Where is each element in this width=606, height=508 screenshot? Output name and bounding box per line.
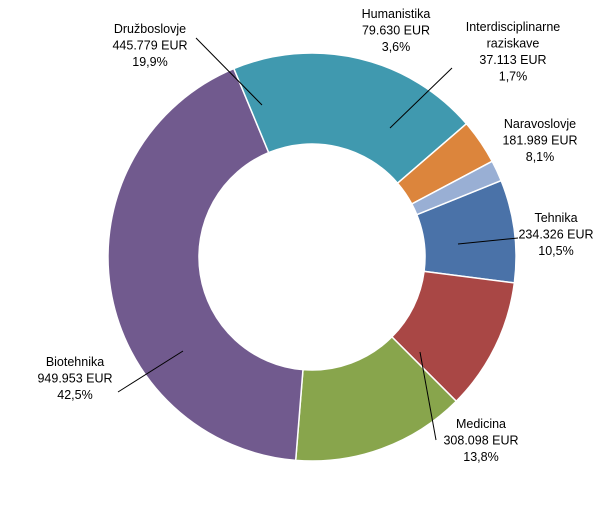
slice-interdisciplinarne-raziskave xyxy=(410,160,503,216)
slice-druzboslovje xyxy=(232,52,468,185)
leader-line-interdisciplinarne-raziskave xyxy=(389,67,453,129)
data-label-humanistika: Humanistika 79.630 EUR 3,6% xyxy=(362,7,431,54)
donut-slices xyxy=(107,52,517,462)
leader-line-biotehnika xyxy=(117,350,184,393)
data-label-medicina: Medicina 308.098 EUR 13,8% xyxy=(443,417,518,464)
leader-line-medicina xyxy=(419,351,437,441)
slice-biotehnika xyxy=(107,67,304,462)
data-labels: Naravoslovje 181.989 EUR 8,1% Tehnika 234.32… xyxy=(37,7,593,464)
data-label-druzboslovje: Družboslovje 445.779 EUR 19,9% xyxy=(112,22,187,69)
data-label-interdisciplinarne-raziskave: Interdisciplinarne raziskave 37.113 EUR 1,7… xyxy=(466,20,561,84)
data-label-biotehnika: Biotehnika 949.953 EUR 42,5% xyxy=(37,355,112,402)
data-label-naravoslovje: Naravoslovje 181.989 EUR 8,1% xyxy=(502,117,577,164)
leader-line-druzboslovje xyxy=(195,37,263,106)
data-label-tehnika: Tehnika 234.326 EUR 10,5% xyxy=(518,211,593,258)
leader-line-tehnika xyxy=(457,237,519,245)
